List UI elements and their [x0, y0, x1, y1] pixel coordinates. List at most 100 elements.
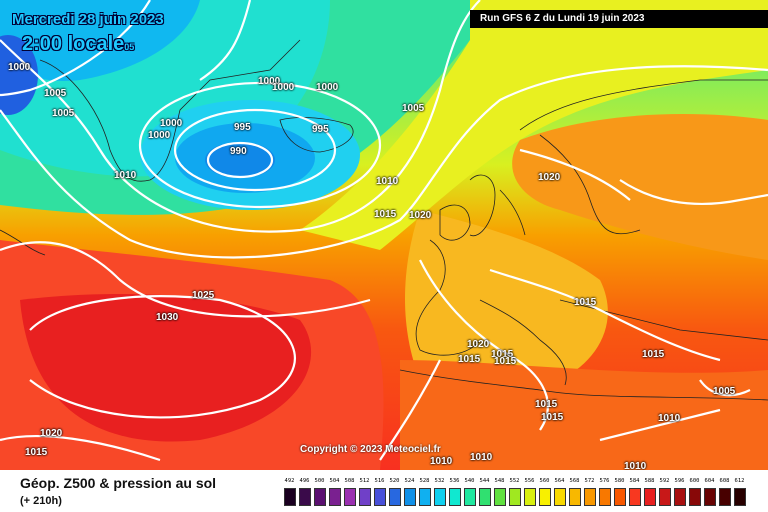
scale-tick: 532: [434, 478, 445, 484]
color-scale: 492 496 500 504 508 512 516 520 524 528 532 536 540 5…: [283, 478, 753, 510]
scale-tick: 524: [404, 478, 415, 484]
scale-tick: 552: [509, 478, 520, 484]
scale-swatch: [629, 488, 641, 506]
scale-swatch: [644, 488, 656, 506]
scale-swatch: [614, 488, 626, 506]
isobar-label: 1020: [40, 428, 63, 439]
isobar-label: 1015: [541, 412, 564, 423]
scale-tick: 580: [614, 478, 625, 484]
scale-tick: 584: [629, 478, 640, 484]
isobar-label: 1010: [114, 170, 137, 181]
run-info: Run GFS 6 Z du Lundi 19 juin 2023: [470, 10, 768, 28]
isobar-label: 1015: [535, 399, 558, 410]
isobar-label: 1010: [376, 176, 399, 187]
isobar-label: 1005: [402, 103, 425, 114]
isobar-label: 1000: [148, 130, 171, 141]
lead-time: (+ 210h): [20, 495, 62, 507]
isobar-label: 1015: [494, 356, 517, 367]
scale-tick: 600: [689, 478, 700, 484]
band-orange-west: [405, 210, 608, 380]
scale-tick: 536: [449, 478, 460, 484]
scale-tick: 504: [329, 478, 340, 484]
isobar-label: 1020: [409, 210, 432, 221]
scale-tick: 604: [704, 478, 715, 484]
scale-swatch: [359, 488, 371, 506]
scale-swatch: [464, 488, 476, 506]
isobar-label: 1015: [374, 209, 397, 220]
scale-swatch: [344, 488, 356, 506]
copyright: Copyright © 2023 Meteociel.fr: [300, 444, 441, 455]
band-red-south: [400, 360, 768, 470]
scale-tick: 500: [314, 478, 325, 484]
isobar-label: 995: [312, 124, 329, 135]
isobar-label: 1005: [52, 108, 75, 119]
scale-swatch: [539, 488, 551, 506]
scale-swatch: [494, 488, 506, 506]
band-lightblue: [0, 0, 200, 81]
band-deepred: [20, 294, 312, 442]
scale-swatch: [659, 488, 671, 506]
scale-tick: 540: [464, 478, 475, 484]
scale-swatch: [689, 488, 701, 506]
band-orange-north: [512, 114, 768, 260]
scale-swatch: [434, 488, 446, 506]
scale-swatch: [599, 488, 611, 506]
scale-swatch: [284, 488, 296, 506]
scale-tick: 548: [494, 478, 505, 484]
forecast-time-value: 2:00 locale: [22, 33, 125, 55]
scale-swatch: [704, 488, 716, 506]
scale-swatch: [554, 488, 566, 506]
scale-tick: 572: [584, 478, 595, 484]
scale-swatch: [419, 488, 431, 506]
isobar-label: 1015: [642, 349, 665, 360]
scale-swatch: [524, 488, 536, 506]
scale-tick: 608: [719, 478, 730, 484]
isobar-label: 1010: [658, 413, 681, 424]
scale-swatch: [299, 488, 311, 506]
coastlines: [0, 39, 768, 401]
isobar-label: 1000: [272, 82, 295, 93]
isobar-lines: [0, 0, 768, 460]
isobar-label: 1000: [8, 62, 31, 73]
isobar-label: 1000: [160, 118, 183, 129]
scale-swatch: [374, 488, 386, 506]
map-canvas: [0, 0, 768, 470]
isobar-label: 1010: [624, 461, 647, 470]
scale-tick: 544: [479, 478, 490, 484]
forecast-time: 2:00 locale05: [22, 33, 134, 56]
isobar-label: 1000: [258, 76, 281, 87]
scale-tick: 520: [389, 478, 400, 484]
scale-tick: 592: [659, 478, 670, 484]
scale-swatch: [509, 488, 521, 506]
scale-tick: 516: [374, 478, 385, 484]
isobar-label: 1010: [470, 452, 493, 463]
scale-swatch: [734, 488, 746, 506]
isobar-label: 1005: [713, 386, 736, 397]
scale-tick: 576: [599, 478, 610, 484]
forecast-time-suffix: 05: [124, 42, 135, 52]
isobar-label: 1020: [538, 172, 561, 183]
isobar-label: 1015: [491, 349, 514, 360]
forecast-date: Mercredi 28 juin 2023: [12, 11, 164, 28]
scale-tick: 528: [419, 478, 430, 484]
band-yellow: [300, 0, 768, 250]
scale-tick: 496: [299, 478, 310, 484]
low-core: [205, 142, 275, 178]
isobar-label: 1015: [574, 297, 597, 308]
isobar-label: 1015: [458, 354, 481, 365]
isobar-label: 1000: [316, 82, 339, 93]
isobar-label: 1015: [25, 447, 48, 458]
isobar-label: 1005: [44, 88, 67, 99]
scale-swatch: [449, 488, 461, 506]
isobar-label: 1020: [467, 339, 490, 350]
scale-swatch: [674, 488, 686, 506]
scale-tick: 508: [344, 478, 355, 484]
scale-tick: 556: [524, 478, 535, 484]
scale-swatch: [719, 488, 731, 506]
scale-swatch: [389, 488, 401, 506]
scale-swatch: [569, 488, 581, 506]
scale-tick: 612: [734, 478, 745, 484]
scale-tick: 512: [359, 478, 370, 484]
scale-tick: 568: [569, 478, 580, 484]
isobar-label: 990: [230, 146, 247, 157]
